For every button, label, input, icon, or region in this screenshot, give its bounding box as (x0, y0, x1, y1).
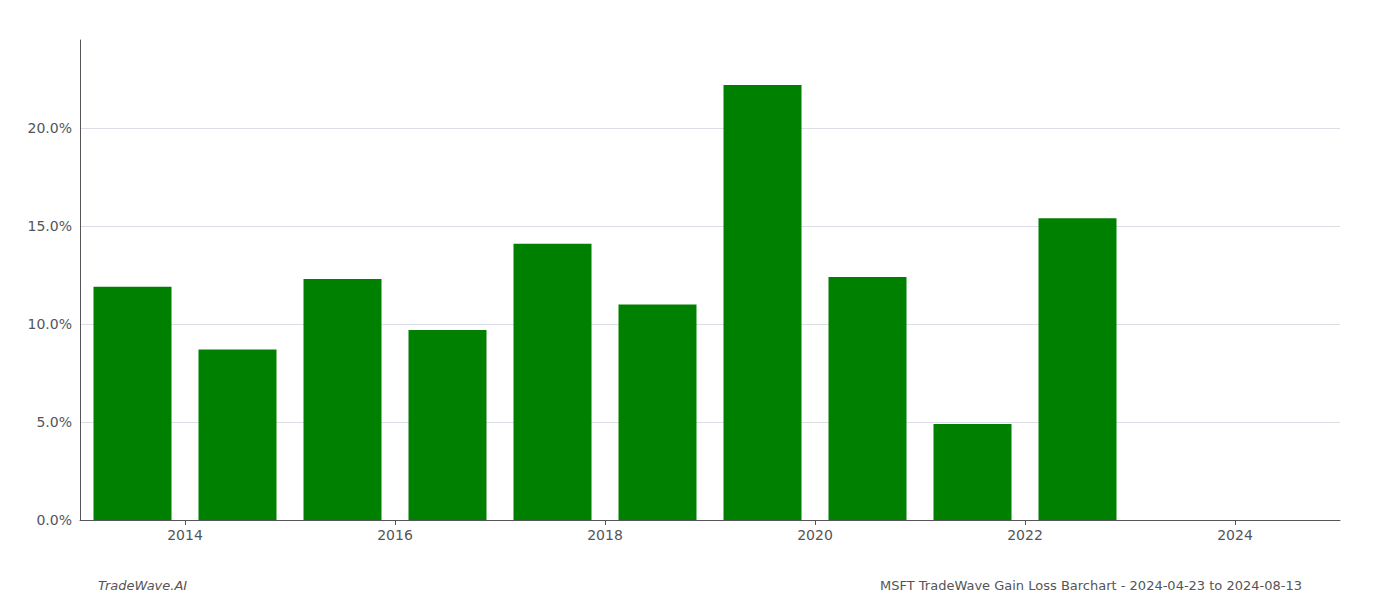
svg-text:10.0%: 10.0% (28, 316, 72, 332)
svg-text:2020: 2020 (797, 527, 833, 543)
svg-text:5.0%: 5.0% (36, 414, 72, 430)
svg-text:MSFT TradeWave Gain Loss Barch: MSFT TradeWave Gain Loss Barchart - 2024… (880, 578, 1302, 593)
svg-text:TradeWave.AI: TradeWave.AI (98, 578, 187, 593)
svg-text:2014: 2014 (167, 527, 203, 543)
svg-text:2016: 2016 (377, 527, 413, 543)
svg-text:15.0%: 15.0% (28, 218, 72, 234)
svg-text:2022: 2022 (1007, 527, 1043, 543)
svg-text:2024: 2024 (1217, 527, 1253, 543)
svg-text:0.0%: 0.0% (36, 512, 72, 528)
svg-text:2018: 2018 (587, 527, 623, 543)
svg-text:20.0%: 20.0% (28, 120, 72, 136)
